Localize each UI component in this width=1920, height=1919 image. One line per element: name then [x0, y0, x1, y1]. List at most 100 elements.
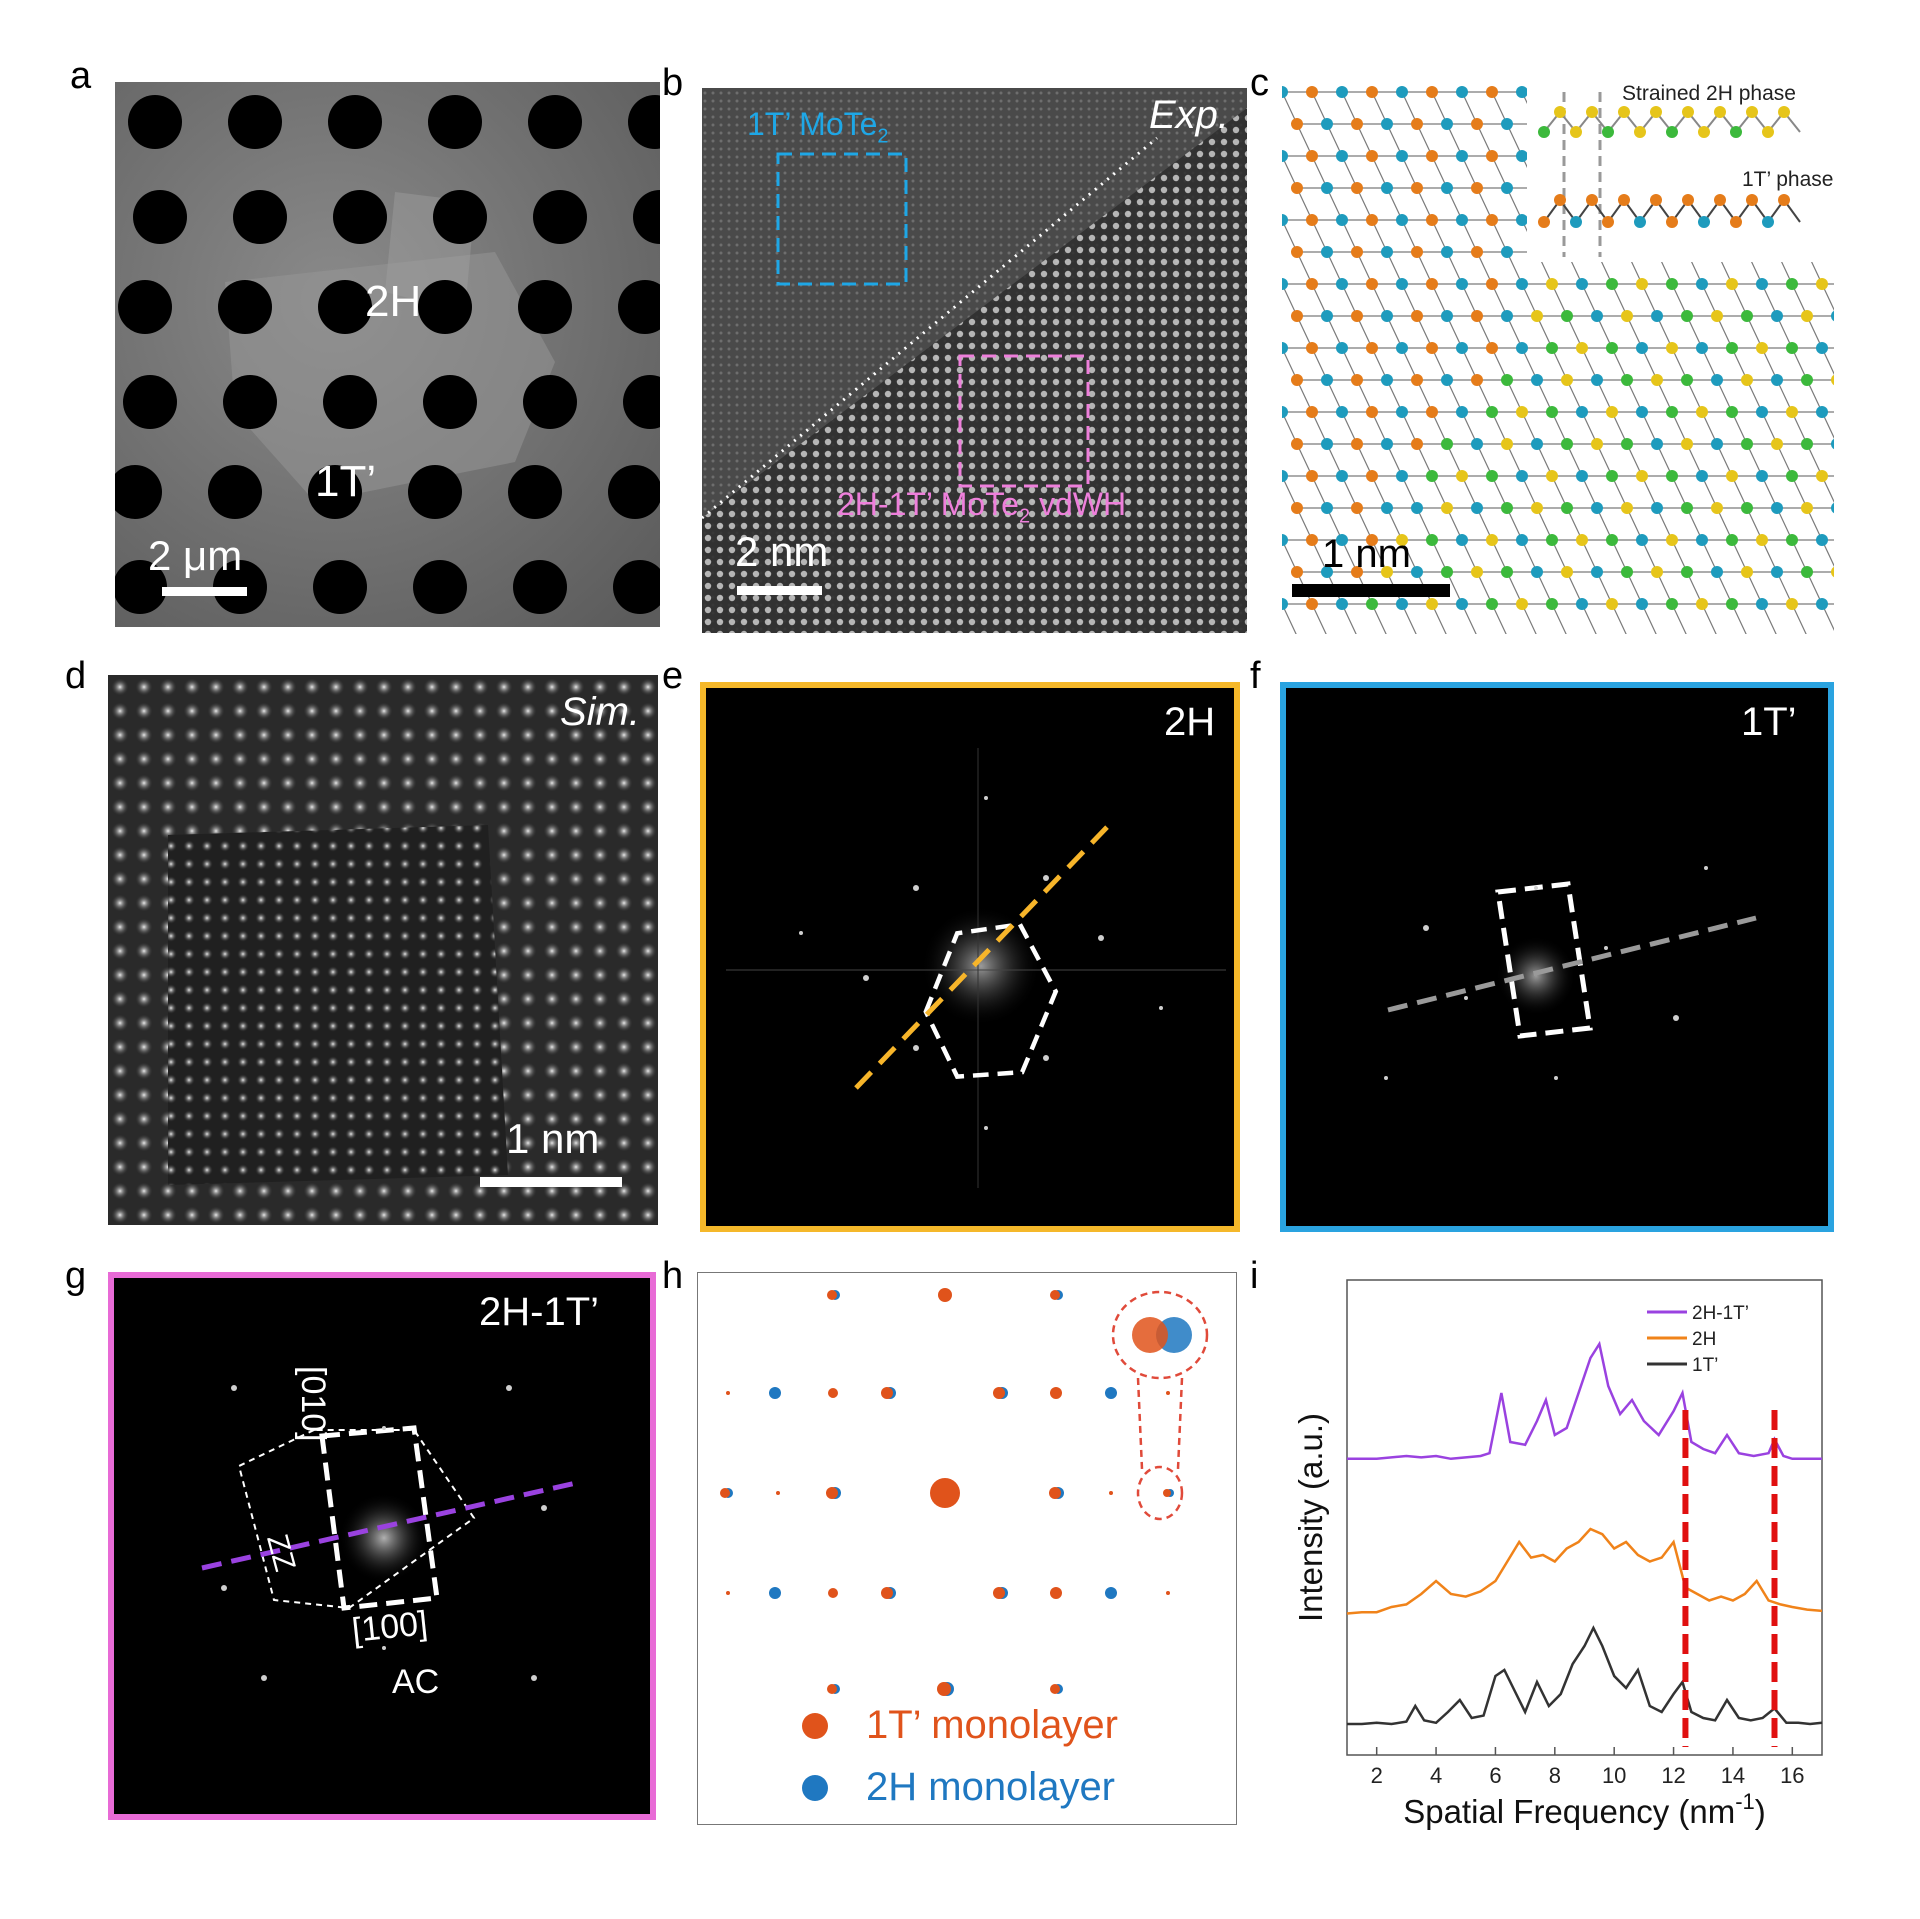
atom — [1726, 534, 1738, 546]
atom — [1651, 374, 1663, 386]
diffraction-svg — [720, 1288, 1209, 1696]
plot-frame — [1346, 1279, 1823, 1756]
atom — [1486, 598, 1498, 610]
hole — [123, 375, 177, 429]
atom — [1282, 406, 1288, 418]
atom — [1486, 86, 1498, 98]
atom — [1321, 182, 1333, 194]
atom — [1381, 182, 1393, 194]
atom — [1486, 534, 1498, 546]
atom — [1456, 342, 1468, 354]
atom — [1411, 374, 1423, 386]
panel-c-atomic-model: Strained 2H phase 1T’ phase 1 nm — [1282, 82, 1834, 634]
atom — [1321, 374, 1333, 386]
atom — [1831, 310, 1834, 322]
atom — [1606, 534, 1618, 546]
hole — [313, 560, 367, 614]
diffraction-spot-1t — [1166, 1391, 1170, 1395]
atom — [1306, 150, 1318, 162]
atom — [1501, 566, 1513, 578]
atom — [1570, 216, 1582, 228]
atom — [1516, 470, 1528, 482]
hole — [608, 465, 660, 519]
atom — [1561, 310, 1573, 322]
atom — [1756, 278, 1768, 290]
atom — [1636, 406, 1648, 418]
panel-b-stem-image: 1T’ MoTe2 2H-1T’ MoTe2 vdWH Exp. 2 nm — [702, 88, 1247, 633]
atom — [1651, 438, 1663, 450]
hole — [328, 95, 382, 149]
atom — [1381, 310, 1393, 322]
atom — [1696, 470, 1708, 482]
atom — [1666, 126, 1678, 138]
diffraction-spot-1t — [827, 1684, 837, 1694]
atom — [1711, 502, 1723, 514]
atom — [1351, 374, 1363, 386]
fft-vdwh-svg — [201, 1385, 577, 1681]
atom — [1756, 598, 1768, 610]
atom — [1778, 194, 1790, 206]
atom — [1306, 534, 1318, 546]
atom — [1606, 598, 1618, 610]
sem-grid-svg — [115, 82, 660, 627]
atom — [1531, 374, 1543, 386]
diffraction-spot-1t — [828, 1388, 838, 1398]
diffraction-spot-1t — [1050, 1684, 1060, 1694]
atom — [1321, 566, 1333, 578]
hole — [318, 280, 372, 334]
hole — [408, 465, 462, 519]
atom — [1741, 566, 1753, 578]
atom — [1516, 342, 1528, 354]
atom — [1426, 86, 1438, 98]
atom — [1576, 406, 1588, 418]
atom — [1306, 406, 1318, 418]
atom — [1282, 278, 1288, 290]
atom — [1816, 470, 1828, 482]
atom — [1366, 342, 1378, 354]
atom — [1411, 182, 1423, 194]
atom — [1501, 438, 1513, 450]
atom — [1602, 126, 1614, 138]
atom — [1321, 246, 1333, 258]
atom — [1396, 150, 1408, 162]
atom — [1471, 246, 1483, 258]
atom — [1396, 470, 1408, 482]
atom — [1426, 278, 1438, 290]
atom — [1381, 438, 1393, 450]
atom — [1291, 310, 1303, 322]
label-2h: 2H — [1164, 700, 1216, 744]
atom — [1516, 214, 1528, 226]
hole — [528, 95, 582, 149]
atom — [1531, 502, 1543, 514]
atom — [1636, 534, 1648, 546]
hole — [518, 280, 572, 334]
atom — [1396, 534, 1408, 546]
atom — [1666, 598, 1678, 610]
atom — [1714, 106, 1726, 118]
series-line — [1347, 1625, 1823, 1726]
direction-010-label: [010] — [294, 1366, 332, 1442]
atom — [1602, 216, 1614, 228]
atom — [1381, 118, 1393, 130]
atom — [1282, 534, 1288, 546]
atom — [1456, 214, 1468, 226]
atom — [1554, 106, 1566, 118]
legend-label: 1T’ — [1692, 1355, 1718, 1376]
hole — [633, 190, 660, 244]
atom — [1396, 278, 1408, 290]
scale-bar — [1292, 584, 1450, 597]
atom — [1634, 216, 1646, 228]
atom — [1336, 278, 1348, 290]
atom — [1396, 406, 1408, 418]
atom — [1726, 278, 1738, 290]
hole — [613, 560, 660, 614]
atom — [1321, 118, 1333, 130]
atom — [1576, 534, 1588, 546]
atom — [1366, 406, 1378, 418]
atom — [1831, 438, 1834, 450]
atom — [1411, 566, 1423, 578]
atom — [1531, 566, 1543, 578]
atom — [1426, 406, 1438, 418]
atom — [1650, 106, 1662, 118]
atom — [1634, 126, 1646, 138]
